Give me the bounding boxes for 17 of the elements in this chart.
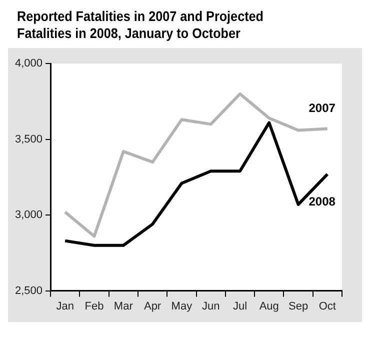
chart-title: Reported Fatalities in 2007 and Projected Fatalities in 2008, January to October — [16, 8, 264, 43]
y-tick-label: 3,500 — [14, 133, 43, 146]
x-tick-label: May — [171, 300, 193, 312]
series-label: 2008 — [308, 194, 336, 208]
x-tick-label: Jul — [232, 300, 248, 312]
x-tick-label: Feb — [84, 300, 104, 312]
y-tick-label: 3,000 — [14, 209, 43, 222]
x-tick-label: Apr — [144, 300, 162, 312]
y-tick-label: 2,500 — [14, 284, 43, 297]
x-tick-label: Oct — [318, 300, 336, 312]
series-label: 2007 — [308, 101, 336, 116]
x-tick-label: Jun — [202, 300, 220, 312]
x-tick-label: Mar — [114, 300, 134, 312]
x-tick-label: Aug — [259, 300, 279, 312]
y-tick-label: 4,000 — [14, 58, 43, 70]
x-tick-label: Jan — [56, 300, 74, 312]
x-tick-label: Sep — [288, 300, 308, 312]
